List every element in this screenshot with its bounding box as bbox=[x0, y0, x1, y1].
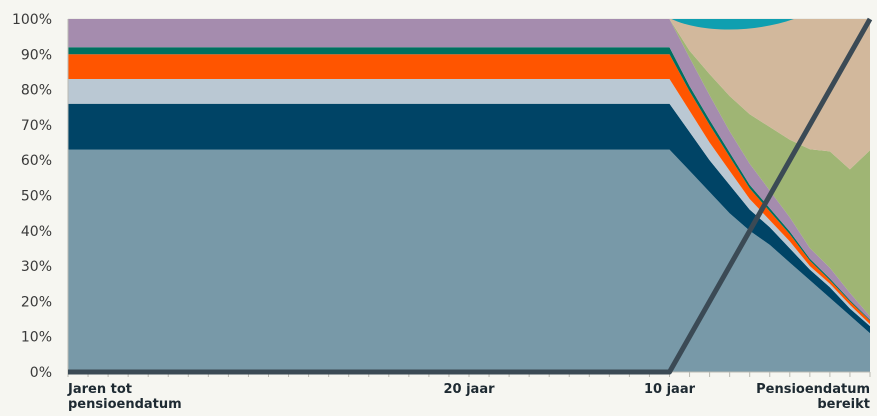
teal-blob bbox=[671, 19, 794, 30]
x-axis-labels: Jaren tot pensioendatum 20 jaar 10 jaar Pens… bbox=[67, 382, 870, 412]
y-tick-label: 100% bbox=[12, 12, 52, 28]
y-tick-label: 70% bbox=[21, 118, 52, 134]
y-axis-labels: 0% 10% 20% 30% 40% 50% 60% 70% 80% 90% 100% bbox=[12, 12, 52, 381]
y-tick-label: 50% bbox=[21, 189, 52, 205]
x-tick-label: Jaren tot pensioendatum bbox=[67, 382, 182, 412]
x-tick-label: 20 jaar bbox=[443, 382, 495, 397]
y-tick-label: 40% bbox=[21, 224, 52, 240]
y-tick-label: 80% bbox=[21, 83, 52, 99]
area-series-8 bbox=[68, 19, 870, 170]
x-tick-label: 10 jaar bbox=[644, 382, 696, 397]
x-tick-label: Pensioendatum bereikt bbox=[756, 382, 870, 412]
glide-path-line bbox=[68, 17, 873, 375]
y-tick-label: 90% bbox=[21, 47, 52, 63]
teal-top-blob bbox=[671, 19, 794, 30]
y-tick-label: 20% bbox=[21, 294, 52, 310]
area-series-2 bbox=[68, 103, 870, 334]
area-series-1 bbox=[68, 149, 870, 372]
y-tick-label: 30% bbox=[21, 259, 52, 275]
y-tick-label: 60% bbox=[21, 153, 52, 169]
y-tick-label: 0% bbox=[30, 365, 52, 381]
glide-path-line-group bbox=[68, 17, 873, 375]
area-series-group bbox=[68, 19, 870, 372]
y-tick-label: 10% bbox=[21, 330, 52, 346]
